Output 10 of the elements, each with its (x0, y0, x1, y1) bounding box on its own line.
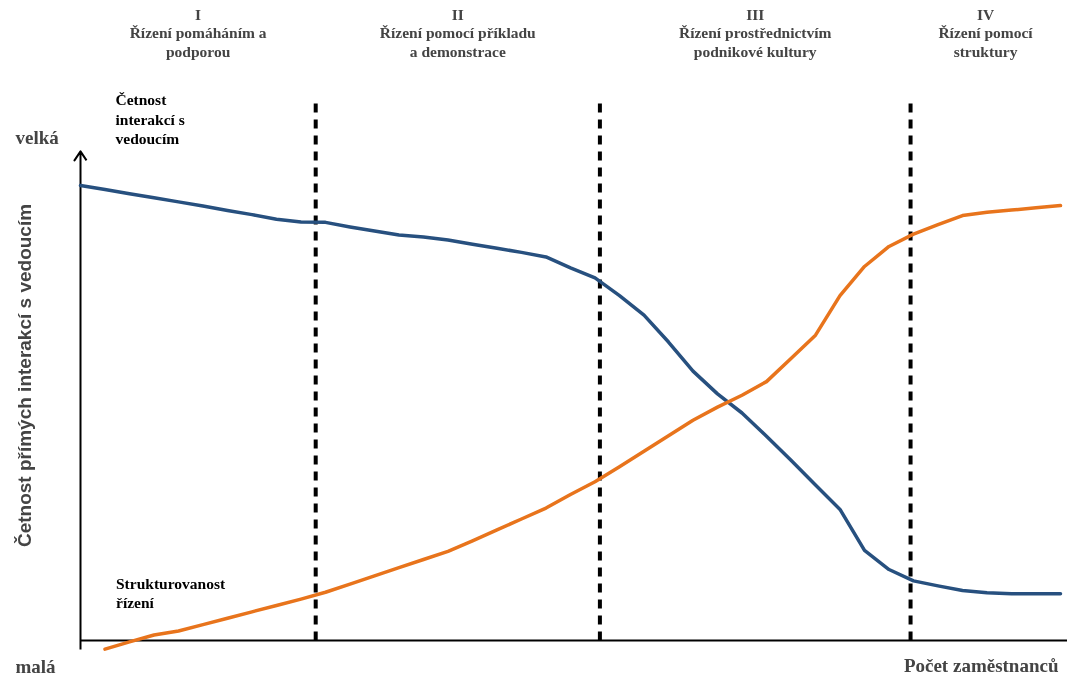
text: malá (15, 655, 57, 677)
x-axis-title: Počet zaměstnanců (903, 655, 1059, 677)
text: II Řízení pomocí příkladu a demonstrace (379, 5, 537, 61)
text: velká (15, 127, 60, 149)
text: Četnost interakcí s vedoucím (115, 91, 185, 148)
series-label: Strukturovanost řízení (116, 574, 226, 612)
text: I Řízení pomáháním a podporou (129, 5, 267, 61)
text: III Řízení prostřednictvím podnikové kultury (678, 5, 832, 61)
text: IV Řízení pomocí struktury (938, 5, 1034, 61)
y-axis-title: Četnost přímých interakcí s vedoucím (14, 203, 35, 548)
